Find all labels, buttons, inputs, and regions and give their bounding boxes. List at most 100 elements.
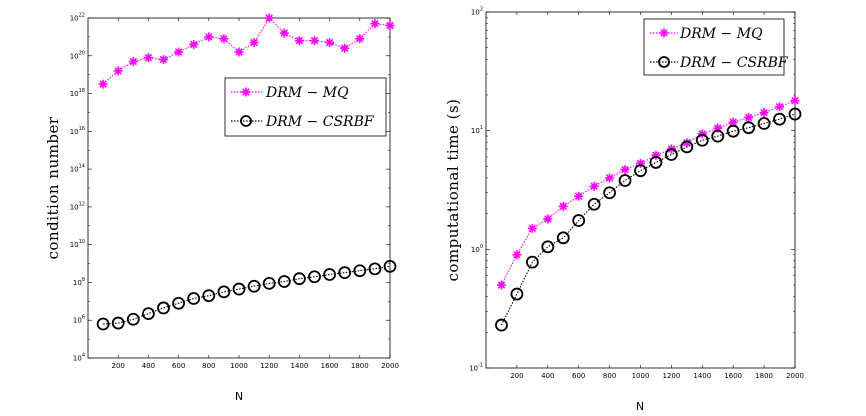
left-x-tick-label: 2000 (381, 362, 399, 370)
right-mq-point (775, 102, 785, 112)
computational-time-chart: 200 400 600 800 1000 1200 1400 1600 1800 2000 10-1… (444, 7, 804, 414)
left-y-tick-label: 1014 (70, 164, 85, 174)
right-csrbf-point (680, 140, 694, 154)
left-csrbf-point (308, 270, 321, 284)
left-y-tick-label: 108 (73, 277, 85, 287)
right-mq-point (620, 165, 630, 175)
right-x-tick-label: 1200 (662, 372, 680, 380)
left-csrbf-point (323, 268, 337, 281)
right-mq-point (759, 108, 769, 118)
left-mq-point (294, 36, 304, 46)
left-mq-point (143, 53, 153, 63)
left-mq-point (310, 36, 319, 46)
left-csrbf-point (277, 275, 291, 288)
right-mq-point (728, 117, 738, 127)
left-csrbf-point (217, 285, 231, 299)
right-legend-mq-label: DRM − MQ (679, 26, 763, 42)
right-csrbf-point (510, 287, 524, 301)
left-y-tick-label: 1012 (70, 201, 85, 211)
left-y-tick-label: 1022 (70, 13, 85, 23)
right-mq-point (574, 191, 584, 201)
right-y-tick-label: 101 (471, 125, 483, 135)
left-mq-series-line (102, 17, 391, 85)
left-csrbf-point (247, 279, 261, 293)
left-y-axis-label: condition number (44, 116, 62, 259)
right-x-tick-label: 400 (541, 372, 554, 380)
left-x-tick-label: 1800 (351, 362, 369, 370)
right-x-tick-label: 200 (510, 372, 523, 380)
left-mq-point (370, 19, 380, 29)
right-csrbf-point (649, 156, 663, 169)
right-csrbf-point (495, 318, 508, 332)
left-csrbf-point (202, 289, 216, 303)
left-mq-point (355, 34, 365, 44)
left-x-tick-label: 200 (112, 362, 125, 370)
right-csrbf-point (711, 129, 725, 143)
left-csrbf-point (96, 317, 110, 331)
left-x-tick-label: 600 (172, 362, 185, 370)
right-y-tick-label: 102 (471, 7, 483, 17)
right-csrbf-series-line (500, 113, 796, 326)
left-legend: DRM − MQ DRM − CSRBF (224, 77, 387, 137)
left-mq-point (325, 38, 335, 48)
left-legend-mq-asterisk (241, 87, 251, 97)
left-mq-point (385, 21, 395, 31)
right-x-tick-label: 2000 (786, 372, 804, 380)
left-csrbf-point (338, 266, 352, 280)
left-y-tick-label: 104 (73, 353, 85, 363)
left-y-tick-label: 106 (73, 315, 85, 325)
right-mq-point (744, 113, 754, 123)
left-csrbf-point (141, 307, 155, 321)
right-mq-point (558, 201, 568, 211)
left-x-tick-label: 1000 (230, 362, 248, 370)
right-legend: DRM − MQ DRM − CSRBF (643, 18, 789, 76)
right-x-axis-label: N (636, 400, 644, 413)
right-mq-point (605, 173, 615, 183)
right-csrbf-point (618, 174, 632, 187)
right-y-tick-label: 100 (471, 244, 483, 254)
right-csrbf-point (665, 148, 678, 161)
left-y-tick-label: 1020 (70, 50, 85, 60)
left-x-tick-label: 1600 (321, 362, 339, 370)
right-csrbf-point (742, 121, 756, 135)
right-mq-point (543, 214, 553, 224)
left-csrbf-point (292, 272, 306, 286)
right-csrbf-point (541, 240, 555, 254)
left-mq-point (113, 66, 123, 76)
left-mq-point (249, 38, 259, 48)
right-csrbf-point (587, 197, 601, 211)
right-x-tick-label: 1800 (755, 372, 773, 380)
right-csrbf-point (525, 255, 539, 269)
left-y-tick-label: 1010 (70, 239, 85, 249)
right-x-tick-label: 1400 (693, 372, 711, 380)
left-mq-point (234, 47, 244, 57)
right-mq-point (512, 250, 522, 260)
right-csrbf-point (695, 133, 709, 147)
left-mq-point (219, 34, 229, 44)
left-legend-csrbf-marker (240, 115, 252, 127)
right-y-axis-label: computational time (s) (444, 98, 462, 281)
right-csrbf-point (572, 214, 586, 227)
left-csrbf-point (262, 276, 276, 290)
left-plot-frame (87, 17, 391, 359)
left-legend-mq-label: DRM − MQ (265, 85, 349, 101)
left-mq-point (189, 39, 199, 49)
left-x-tick-label: 1200 (260, 362, 278, 370)
left-x-axis-label: N (235, 390, 243, 403)
left-mq-point (174, 47, 184, 57)
right-legend-csrbf-marker (658, 56, 670, 68)
left-csrbf-point (187, 292, 201, 305)
left-csrbf-point (353, 264, 367, 278)
right-csrbf-point (788, 107, 802, 121)
right-x-tick-label: 800 (603, 372, 616, 380)
right-mq-point (527, 223, 537, 233)
left-csrbf-point (172, 296, 186, 310)
left-x-tick-label: 800 (202, 362, 215, 370)
right-mq-point (496, 280, 506, 290)
left-x-tick-label: 400 (142, 362, 155, 370)
right-csrbf-point (773, 112, 786, 126)
right-x-tick-label: 1000 (632, 372, 650, 380)
left-mq-point (264, 13, 274, 23)
right-csrbf-point (556, 231, 570, 245)
left-mq-point (128, 56, 138, 66)
